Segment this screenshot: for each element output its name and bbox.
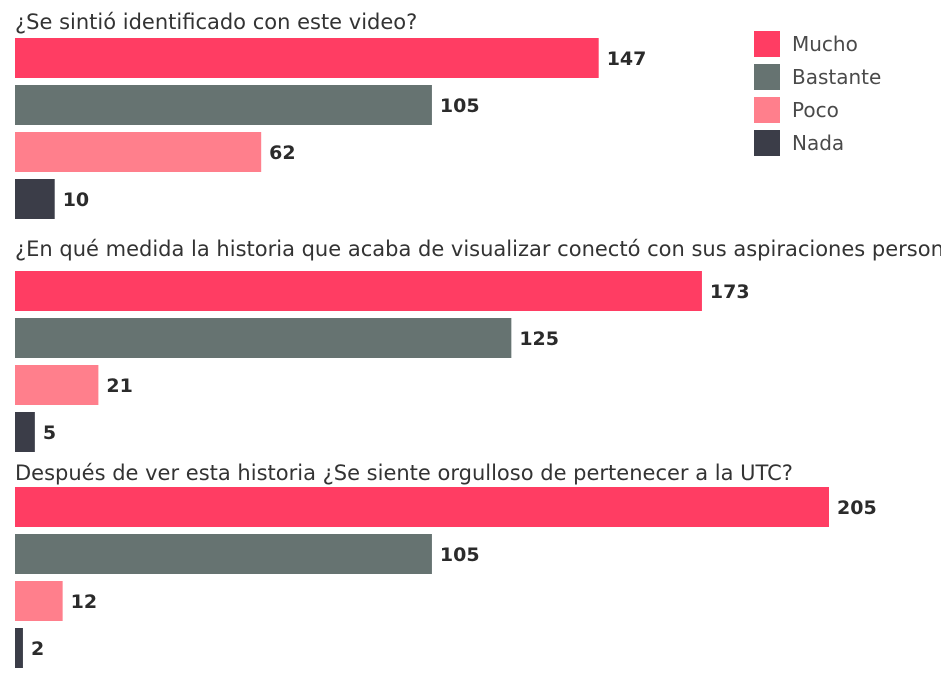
bar-mucho <box>15 271 702 311</box>
legend-swatch-bastante <box>754 64 780 90</box>
bar-poco <box>15 365 99 405</box>
question-title: ¿Se sintió identificado con este video? <box>15 10 417 34</box>
question-title: Después de ver esta historia ¿Se siente … <box>15 461 793 485</box>
value-label-mucho: 147 <box>607 48 647 70</box>
value-label-mucho: 205 <box>837 497 877 519</box>
value-label-bastante: 125 <box>519 328 559 350</box>
legend-swatch-poco <box>754 97 780 123</box>
value-label-mucho: 173 <box>710 281 750 303</box>
bar-bastante <box>15 85 432 125</box>
bar-bastante <box>15 318 512 358</box>
legend-swatch-mucho <box>754 31 780 57</box>
question-group-2: ¿En qué medida la historia que acaba de … <box>15 237 941 452</box>
bar-nada <box>15 628 23 668</box>
legend: Mucho Bastante Poco Nada <box>754 31 881 156</box>
legend-label-nada: Nada <box>792 131 844 155</box>
bar-nada <box>15 179 55 219</box>
bar-poco <box>15 132 262 172</box>
question-title: ¿En qué medida la historia que acaba de … <box>15 237 941 261</box>
legend-label-poco: Poco <box>792 98 839 122</box>
value-label-bastante: 105 <box>440 544 480 566</box>
legend-label-bastante: Bastante <box>792 65 881 89</box>
value-label-poco: 62 <box>269 142 295 164</box>
legend-swatch-nada <box>754 130 780 156</box>
bar-mucho <box>15 38 599 78</box>
value-label-nada: 2 <box>31 638 44 660</box>
bar-bastante <box>15 534 432 574</box>
value-label-poco: 21 <box>106 375 132 397</box>
bar-nada <box>15 412 35 452</box>
bar-mucho <box>15 487 829 527</box>
question-group-1: ¿Se sintió identificado con este video? 1… <box>15 10 646 219</box>
question-group-3: Después de ver esta historia ¿Se siente … <box>15 461 877 668</box>
legend-label-mucho: Mucho <box>792 32 858 56</box>
value-label-poco: 12 <box>71 591 97 613</box>
bar-poco <box>15 581 63 621</box>
value-label-nada: 5 <box>43 422 56 444</box>
value-label-nada: 10 <box>63 189 89 211</box>
value-label-bastante: 105 <box>440 95 480 117</box>
